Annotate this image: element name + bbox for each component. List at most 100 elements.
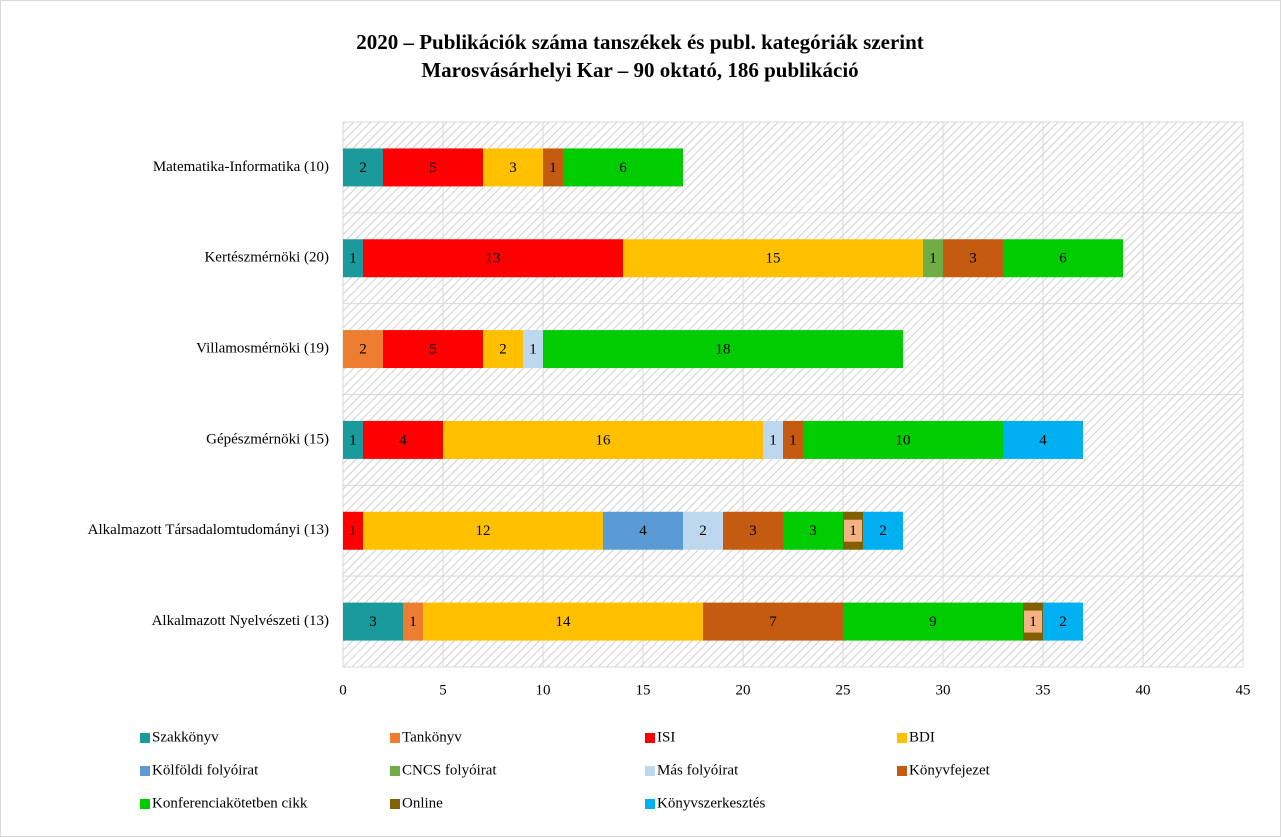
data-label: 2: [1059, 614, 1067, 630]
data-label: 4: [399, 432, 407, 448]
legend-label: Más folyóirat: [657, 762, 739, 778]
bar-segment: [363, 239, 623, 278]
bar-segment: [403, 602, 423, 641]
legend-swatch: [390, 799, 400, 809]
legend-swatch: [897, 733, 907, 743]
data-label: 13: [486, 251, 501, 267]
data-label: 12: [476, 523, 491, 539]
legend-label: Kölföldi folyóirat: [152, 762, 259, 778]
x-tick-label: 20: [736, 682, 751, 698]
x-tick-label: 35: [1036, 682, 1051, 698]
y-tick-label: Gépészmérnöki (15): [206, 431, 329, 447]
bar-segment: [843, 602, 1023, 641]
data-label: 18: [716, 342, 731, 358]
bar-segment: [603, 511, 683, 550]
data-label: 6: [619, 160, 627, 176]
bar-segment: [343, 420, 363, 459]
legend-swatch: [390, 733, 400, 743]
legend-label: Könyvszerkesztés: [657, 795, 765, 811]
legend-label: BDI: [909, 729, 935, 745]
bar-segment: [783, 511, 843, 550]
y-tick-label: Villamosmérnöki (19): [196, 341, 329, 357]
bar-segment: [1003, 239, 1123, 278]
data-label: 3: [369, 614, 377, 630]
bar-segment: [523, 330, 543, 369]
bar-segment: [343, 239, 363, 278]
y-tick-label: Alkalmazott Nyelvészeti (13): [152, 613, 329, 629]
data-label: 3: [509, 160, 517, 176]
data-label: 10: [896, 432, 911, 448]
legend-label: CNCS folyóirat: [402, 762, 497, 778]
data-label: 3: [749, 523, 757, 539]
bar-segment: [343, 511, 363, 550]
bar-segment: [783, 420, 803, 459]
bar-segment: [923, 239, 943, 278]
bar-segment: [443, 420, 763, 459]
data-label: 1: [789, 432, 797, 448]
data-label: 4: [1039, 432, 1047, 448]
data-label: 2: [359, 160, 367, 176]
data-label-box: [1024, 610, 1042, 633]
legend-label: Tankönyv: [402, 729, 462, 745]
data-label: 15: [766, 251, 781, 267]
legend-label: Online: [402, 795, 443, 811]
x-tick-label: 5: [439, 682, 447, 698]
bar-segment: [383, 148, 483, 187]
bar-segment: [803, 420, 1003, 459]
bar-segment: [343, 602, 403, 641]
x-tick-label: 10: [536, 682, 551, 698]
data-label: 1: [1029, 614, 1037, 630]
bar-segment: [543, 148, 563, 187]
bar-segment: [1003, 420, 1083, 459]
legend-swatch: [897, 766, 907, 776]
bar-segment: [1043, 602, 1083, 641]
legend-label: ISI: [657, 729, 675, 745]
legend-swatch: [140, 799, 150, 809]
data-label: 5: [429, 160, 437, 176]
bar-segment: [363, 420, 443, 459]
data-label: 1: [769, 432, 777, 448]
bar-segment: [543, 330, 903, 369]
legend-label: Szakkönyv: [152, 729, 219, 745]
data-label: 9: [929, 614, 937, 630]
data-label: 3: [809, 523, 817, 539]
x-tick-label: 15: [636, 682, 651, 698]
data-label: 1: [349, 523, 357, 539]
x-tick-label: 0: [339, 682, 347, 698]
bar-segment: [483, 148, 543, 187]
data-label: 2: [499, 342, 507, 358]
legend-label: Könyvfejezet: [909, 762, 991, 778]
bar-segment: [723, 511, 783, 550]
data-label-box: [844, 519, 862, 542]
chart-subtitle: Marosvásárhelyi Kar – 90 oktató, 186 pub…: [421, 58, 858, 82]
bar-segment: [563, 148, 683, 187]
bar-segment: [343, 148, 383, 187]
data-label: 1: [349, 432, 357, 448]
x-tick-label: 30: [936, 682, 951, 698]
data-label: 1: [849, 523, 857, 539]
bar-segment: [343, 330, 383, 369]
legend-swatch: [645, 799, 655, 809]
legend-swatch: [390, 766, 400, 776]
legend-swatch: [140, 766, 150, 776]
bar-segment: [363, 511, 603, 550]
chart-title: 2020 – Publikációk száma tanszékek és pu…: [356, 30, 924, 54]
bar-segment: [683, 511, 723, 550]
x-tick-label: 25: [836, 682, 851, 698]
data-label: 1: [929, 251, 937, 267]
x-tick-label: 40: [1136, 682, 1151, 698]
data-label: 1: [409, 614, 417, 630]
bar-segment: [703, 602, 843, 641]
bar-segment: [763, 420, 783, 459]
data-label: 7: [769, 614, 777, 630]
y-tick-label: Kertészmérnöki (20): [204, 250, 329, 266]
bar-segment: [483, 330, 523, 369]
data-label: 3: [969, 251, 977, 267]
y-tick-label: Alkalmazott Társadalomtudományi (13): [88, 522, 329, 538]
bar-segment: [383, 330, 483, 369]
legend-swatch: [645, 766, 655, 776]
data-label: 6: [1059, 251, 1067, 267]
data-label: 1: [549, 160, 557, 176]
bar-segment: [863, 511, 903, 550]
